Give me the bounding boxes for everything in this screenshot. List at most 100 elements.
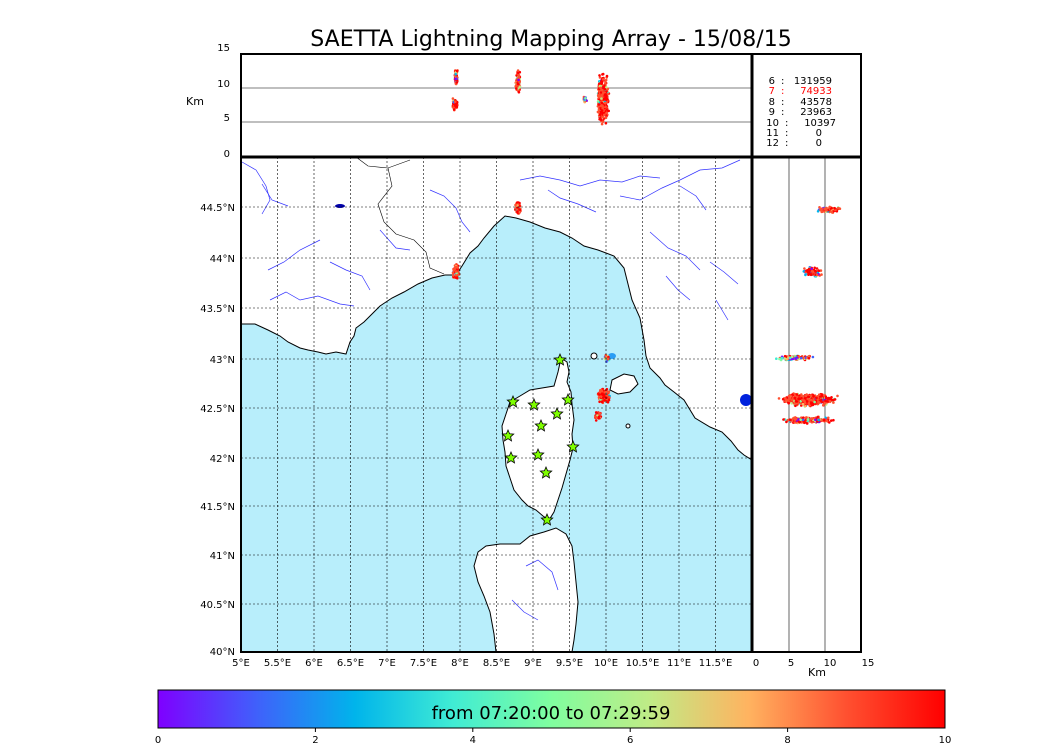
altitude-source bbox=[600, 97, 603, 100]
latitude-source bbox=[775, 357, 778, 361]
stations-11-colon: : bbox=[785, 128, 788, 139]
altitude-source bbox=[606, 92, 610, 96]
stations-11-count: 0 bbox=[816, 128, 822, 139]
lightning-source bbox=[594, 419, 598, 422]
latitude-source bbox=[783, 357, 787, 360]
stations-7-count: 74933 bbox=[800, 86, 832, 97]
altitude-source bbox=[599, 86, 602, 90]
station-star-icon bbox=[550, 406, 564, 420]
latitude-source bbox=[815, 273, 819, 277]
latitude-source bbox=[784, 418, 787, 422]
rivers bbox=[241, 159, 741, 621]
lightning-source bbox=[602, 393, 606, 396]
latitude-source bbox=[791, 417, 795, 421]
lightning-source bbox=[604, 353, 608, 357]
lon-tick-5: 5°E bbox=[232, 658, 250, 669]
latitude-source bbox=[817, 269, 821, 273]
lake-geneva bbox=[335, 204, 345, 208]
altitude-longitude-panel: Km 15 10 5 0 bbox=[186, 43, 861, 160]
lat-tick-42: 42°N bbox=[210, 454, 235, 465]
altitude-source bbox=[454, 77, 457, 81]
capraia-island bbox=[590, 352, 598, 360]
altitude-source bbox=[517, 75, 520, 79]
altitude-source bbox=[600, 80, 603, 83]
latitude-source bbox=[814, 270, 817, 273]
altitude-source bbox=[514, 85, 517, 88]
stations-6-count: 131959 bbox=[794, 76, 832, 87]
lat-tick-41: 41°N bbox=[210, 551, 235, 562]
lightning-source bbox=[455, 276, 459, 280]
lat-tick-44-5: 44.5°N bbox=[200, 203, 235, 214]
altitude-source bbox=[607, 109, 610, 113]
latitude-source bbox=[810, 417, 814, 421]
station-star-icon bbox=[566, 439, 580, 453]
latitude-source bbox=[802, 416, 805, 420]
lat-tick-40: 40°N bbox=[210, 647, 235, 658]
latitude-source bbox=[816, 415, 819, 419]
latitude-source bbox=[790, 355, 794, 359]
latitude-source bbox=[828, 400, 832, 404]
latitude-source bbox=[804, 394, 808, 398]
latitude-source bbox=[809, 402, 813, 405]
lightning-source bbox=[454, 273, 458, 277]
lightning-source bbox=[605, 360, 608, 363]
latitude-source bbox=[809, 394, 813, 397]
lightning-source bbox=[516, 210, 519, 213]
altitude-source bbox=[516, 71, 520, 75]
station-star-icon bbox=[561, 392, 575, 406]
altitude-source bbox=[454, 104, 458, 108]
altitude-source bbox=[517, 90, 521, 94]
latitude-source bbox=[820, 398, 823, 402]
latitude-source bbox=[830, 419, 833, 422]
latitude-source bbox=[809, 273, 813, 277]
station-star-icon bbox=[540, 512, 554, 526]
latitude-source bbox=[803, 267, 806, 270]
lon-tick-7-5: 7.5°E bbox=[410, 658, 437, 669]
latitude-source bbox=[800, 393, 803, 396]
latitude-source bbox=[811, 355, 815, 359]
latitude-source bbox=[805, 269, 808, 272]
altitude-source bbox=[598, 74, 601, 77]
latitude-source bbox=[800, 421, 804, 424]
latitude-source bbox=[788, 397, 792, 400]
latitude-source bbox=[794, 404, 797, 408]
altitude-source bbox=[603, 113, 606, 117]
top-panel-scatter bbox=[451, 69, 611, 126]
lon-tick-10: 10°E bbox=[594, 658, 618, 669]
map-graticule bbox=[241, 157, 752, 652]
stations-10-label: 10 bbox=[766, 118, 779, 129]
latitude-source bbox=[833, 398, 837, 401]
lat-tick-43: 43°N bbox=[210, 355, 235, 366]
lightning-source bbox=[598, 393, 601, 396]
stations-8-label: 8 bbox=[769, 97, 775, 108]
altitude-source bbox=[604, 85, 608, 89]
altitude-source bbox=[604, 116, 608, 120]
altitude-source bbox=[601, 120, 605, 123]
altitude-source bbox=[605, 74, 609, 78]
latitude-source bbox=[790, 357, 794, 361]
latitude-source bbox=[793, 396, 797, 400]
stations-12-count: 0 bbox=[816, 138, 822, 149]
altitude-source bbox=[602, 97, 606, 101]
lon-tick-9: 9°E bbox=[524, 658, 542, 669]
top-panel-ylabel: Km bbox=[186, 95, 204, 108]
latitude-source bbox=[833, 206, 836, 210]
latitude-source bbox=[813, 400, 816, 404]
latitude-source bbox=[818, 393, 821, 397]
top-panel-background bbox=[241, 54, 861, 157]
latitude-source bbox=[790, 402, 793, 405]
altitude-source bbox=[600, 101, 604, 104]
panel-frames bbox=[240, 53, 862, 653]
altitude-source bbox=[455, 81, 459, 84]
sardinia-island bbox=[473, 527, 579, 652]
latitude-source bbox=[802, 356, 805, 360]
latitude-ticks: 44.5°N 44°N 43.5°N 43°N 42.5°N 42°N 41.5… bbox=[200, 203, 235, 658]
altitude-source bbox=[451, 97, 455, 100]
altitude-source bbox=[596, 100, 600, 103]
altitude-source bbox=[601, 104, 604, 107]
altitude-source bbox=[603, 87, 607, 91]
lon-tick-6: 6°E bbox=[305, 658, 323, 669]
altitude-source bbox=[604, 78, 608, 82]
stations-9-colon: : bbox=[781, 107, 784, 118]
altitude-source bbox=[598, 113, 602, 116]
